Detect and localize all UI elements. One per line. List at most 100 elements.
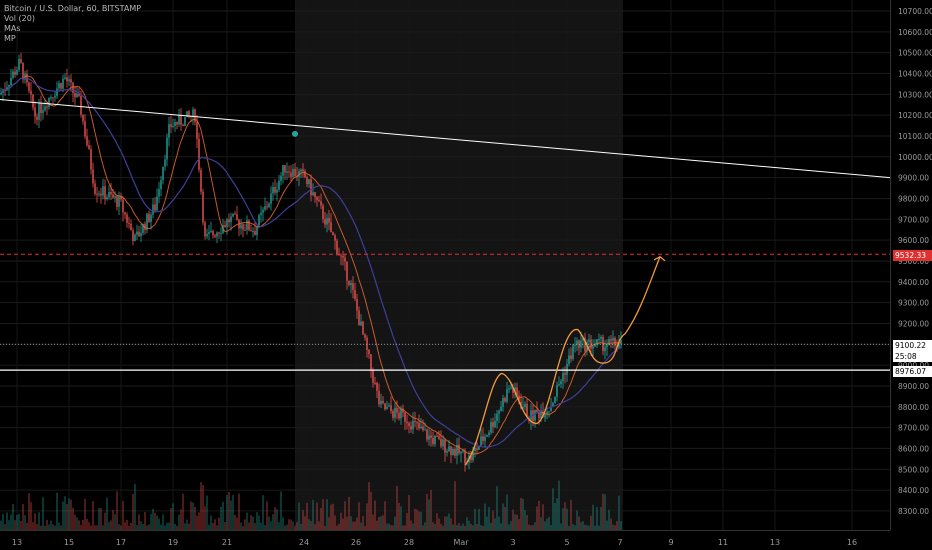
projection-path[interactable] (464, 256, 661, 466)
volume-bar (76, 517, 78, 530)
volume-bar (92, 501, 94, 530)
volume-bar (392, 525, 394, 530)
volume-bar (518, 519, 520, 530)
volume-bar (288, 519, 290, 530)
volume-bar (68, 498, 70, 530)
resistance-price-tag[interactable]: 9532.33 (893, 250, 932, 261)
volume-bar (60, 525, 62, 530)
candle-body (156, 196, 158, 211)
price-axis[interactable]: 10700.00 10600.00 10500.00 10400.00 10300.00… (890, 0, 932, 530)
volume-bar (148, 524, 150, 530)
candle-body (198, 138, 200, 170)
volume-bar (166, 522, 168, 530)
price-tick-label: 9700.00 (898, 215, 929, 224)
candle-body (356, 299, 358, 311)
volume-bar (224, 522, 226, 530)
moving-averages-label[interactable]: MAs (4, 24, 21, 33)
volume-bar (272, 514, 274, 530)
candle-body (388, 405, 390, 407)
candle-body (432, 437, 434, 445)
candle-body (592, 346, 594, 349)
volume-bar (546, 518, 548, 530)
volume-bar (492, 510, 494, 530)
volume-bar (352, 521, 354, 530)
volume-bar (472, 525, 474, 530)
candle-body (88, 145, 90, 149)
volume-indicator-label[interactable]: Vol (20) (4, 14, 35, 23)
drawings[interactable] (0, 99, 891, 466)
volume-bar (84, 498, 86, 530)
descending-trendline[interactable] (0, 99, 891, 179)
slow-ma-line (0, 77, 622, 448)
candle-body (82, 114, 84, 122)
volume-bar (246, 512, 248, 530)
volume-bar (186, 519, 188, 530)
candle-body (518, 395, 520, 402)
support-price-tag[interactable]: 8976.07 (893, 366, 932, 377)
volume-bar (2, 513, 4, 530)
volume-bar (96, 525, 98, 530)
volume-bar (98, 507, 100, 530)
volume-bar (390, 525, 392, 530)
candle-body (168, 124, 170, 138)
candle-body (524, 403, 526, 407)
time-axis[interactable]: 13 15 17 19 21 24 26 28 Mar 3 5 7 9 11 13 16 (0, 530, 890, 548)
volume-bar (544, 521, 546, 530)
volume-bar (494, 518, 496, 530)
candle-body (450, 446, 452, 456)
candle-body (160, 180, 162, 190)
candle-body (564, 373, 566, 375)
candle-body (294, 168, 296, 176)
candle-body (496, 413, 498, 421)
candle-body (234, 213, 236, 215)
candle-body (152, 204, 154, 215)
volume-bar (274, 507, 276, 530)
candle-body (614, 337, 616, 346)
volume-bar (32, 522, 34, 530)
candle-body (608, 339, 610, 345)
candle-body (322, 205, 324, 220)
volume-bar (210, 515, 212, 530)
time-tick-label: 17 (116, 538, 126, 547)
volume-bar (300, 523, 302, 530)
candle-body (62, 78, 64, 89)
candle-body (248, 220, 250, 231)
volume-bar (530, 525, 532, 530)
candle-body (416, 421, 418, 423)
volume-bar (138, 514, 140, 530)
candle-body (266, 206, 268, 208)
candle-body (108, 191, 110, 198)
volume-bar (260, 522, 262, 530)
marker-dot[interactable] (292, 130, 298, 137)
candle-body (344, 257, 346, 262)
symbol-title[interactable]: Bitcoin / U.S. Dollar, 60, BITSTAMP (4, 4, 142, 13)
volume-bar (368, 482, 370, 530)
volume-bar (388, 523, 390, 530)
price-tick-label: 9000.00 (898, 361, 929, 370)
candle-body (488, 432, 490, 436)
candle-body (598, 338, 600, 340)
candle-body (476, 448, 478, 450)
volume-bar (538, 500, 540, 530)
volume-bar (58, 522, 60, 530)
candle-body (566, 364, 568, 375)
volume-bar (214, 519, 216, 530)
time-tick-label: 26 (351, 538, 361, 547)
volume-bar (308, 519, 310, 530)
current-price-tag[interactable]: 9100.22 (893, 340, 932, 351)
volume-bar (136, 525, 138, 530)
candle-body (460, 451, 462, 454)
volume-bar (306, 502, 308, 530)
candle-body (504, 398, 506, 402)
volume-bar (240, 522, 242, 530)
volume-bar (478, 508, 480, 530)
candle-body (4, 89, 6, 91)
candle-body (18, 59, 20, 70)
volume-bar (294, 525, 296, 530)
candle-body (610, 339, 612, 341)
candle-body (182, 124, 184, 127)
volume-bar (280, 491, 282, 530)
candle-body (258, 215, 260, 227)
market-profile-label[interactable]: MP (4, 34, 16, 43)
